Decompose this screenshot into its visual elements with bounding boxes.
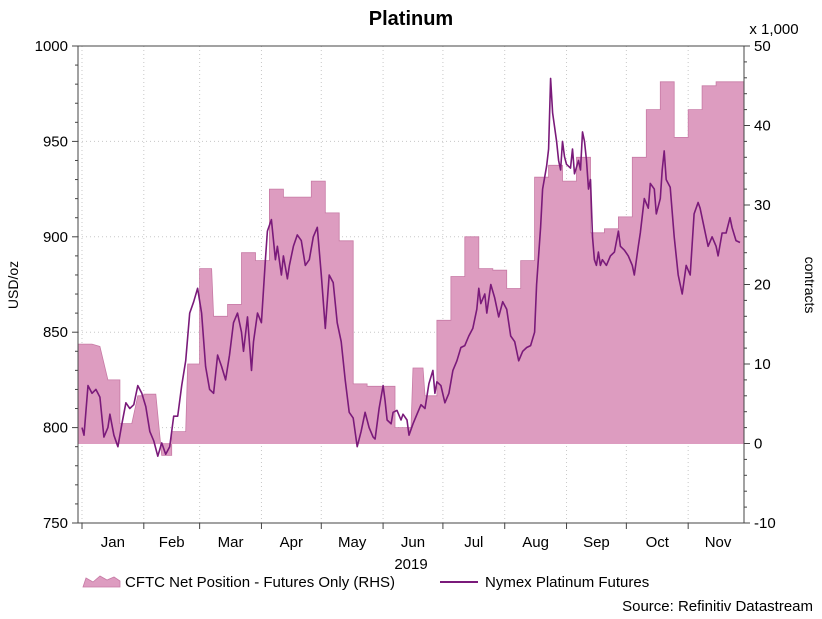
nymex-platinum-line — [81, 77, 741, 458]
x-tick-label-sep: Sep — [583, 534, 610, 551]
legend: CFTC Net Position - Futures Only (RHS) N… — [82, 574, 649, 591]
x-tick-label-oct: Oct — [646, 534, 670, 551]
legend-label-nymex: Nymex Platinum Futures — [485, 574, 649, 591]
left-tick-label-1: 800 — [43, 420, 68, 437]
right-axis-multiplier: x 1,000 — [749, 21, 798, 38]
left-axis: 750 800 850 900 950 1000 — [35, 38, 78, 532]
chart-title: Platinum — [369, 8, 453, 30]
x-tick-label-jun: Jun — [401, 534, 425, 551]
x-tick-label-nov: Nov — [705, 534, 732, 551]
x-tick-label-may: May — [338, 534, 367, 551]
cftc-net-position-area — [77, 81, 745, 456]
left-tick-label-2: 850 — [43, 324, 68, 341]
cftc-area-path — [77, 81, 745, 456]
left-tick-label-4: 950 — [43, 133, 68, 150]
x-tick-label-mar: Mar — [218, 534, 244, 551]
right-tick-label-1: 0 — [754, 436, 762, 453]
legend-label-cftc: CFTC Net Position - Futures Only (RHS) — [125, 574, 395, 591]
legend-swatch-cftc — [82, 575, 121, 588]
left-tick-label-5: 1000 — [35, 38, 68, 55]
right-tick-label-3: 20 — [754, 277, 771, 294]
x-year-label: 2019 — [394, 556, 427, 573]
right-tick-label-5: 40 — [754, 118, 771, 135]
x-axis: Jan Feb Mar Apr May Jun Jul Aug Sep Oct Nov — [81, 523, 732, 551]
nymex-line-path — [81, 77, 741, 458]
left-tick-label-3: 900 — [43, 229, 68, 246]
right-axis: -10 0 10 20 30 40 50 — [744, 38, 776, 532]
x-tick-label-feb: Feb — [159, 534, 185, 551]
source-note: Source: Refinitiv Datastream — [622, 598, 813, 615]
left-axis-title: USD/oz — [5, 261, 21, 309]
right-axis-title: contracts — [802, 257, 818, 314]
right-tick-label-2: 10 — [754, 356, 771, 373]
left-tick-label-0: 750 — [43, 515, 68, 532]
right-tick-label-0: -10 — [754, 515, 776, 532]
x-tick-label-apr: Apr — [280, 534, 303, 551]
right-tick-label-4: 30 — [754, 197, 771, 214]
right-tick-label-6: 50 — [754, 38, 771, 55]
x-tick-label-aug: Aug — [522, 534, 549, 551]
x-tick-label-jan: Jan — [101, 534, 125, 551]
x-tick-label-jul: Jul — [464, 534, 483, 551]
